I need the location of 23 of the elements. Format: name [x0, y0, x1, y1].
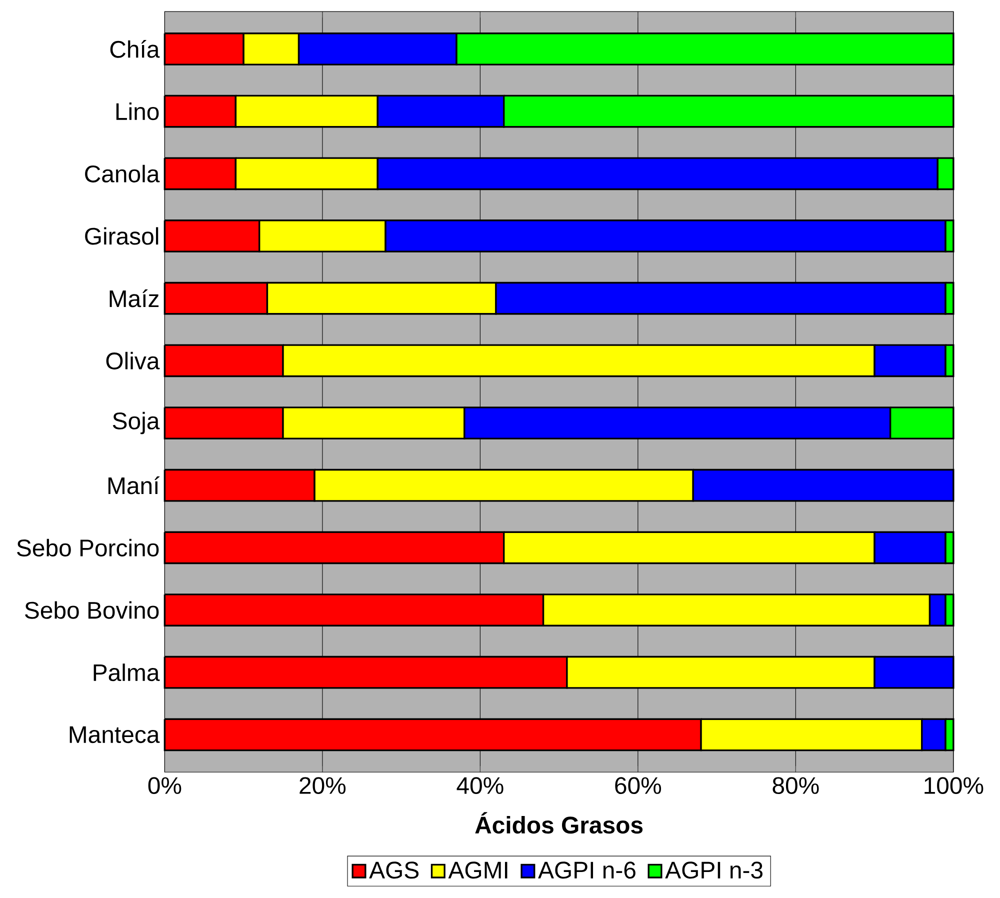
y-tick-label: Girasol	[85, 227, 158, 245]
y-tick-label: Palma	[94, 664, 160, 682]
y-tick-label: Lino	[116, 102, 159, 120]
legend-label: AGPI n-6	[538, 862, 636, 879]
x-tick-label: 40%	[456, 777, 504, 794]
y-tick-label: Maíz	[110, 290, 159, 308]
y-tick-label: Manteca	[70, 726, 160, 744]
y-tick-label: Sebo Porcino	[17, 539, 159, 557]
legend-label: AGMI	[448, 862, 508, 879]
x-tick-label: 60%	[615, 777, 662, 794]
x-tick-label: 80%	[772, 777, 819, 794]
y-tick-label: Oliva	[106, 352, 160, 370]
legend-label: AGPI n-3	[665, 862, 762, 879]
x-tick-label: 0%	[148, 777, 182, 794]
x-axis-title: Ácidos Grasos	[475, 812, 643, 834]
legend-label: AGS	[369, 862, 419, 879]
y-tick-label: Canola	[85, 165, 160, 183]
y-tick-label: Sebo Bovino	[25, 601, 159, 619]
y-tick-label: Maní	[108, 476, 160, 494]
x-tick-label: 100%	[924, 777, 984, 794]
y-tick-label: Chía	[110, 40, 160, 58]
x-tick-label: 20%	[300, 777, 346, 794]
y-tick-label: Soja	[112, 412, 160, 434]
